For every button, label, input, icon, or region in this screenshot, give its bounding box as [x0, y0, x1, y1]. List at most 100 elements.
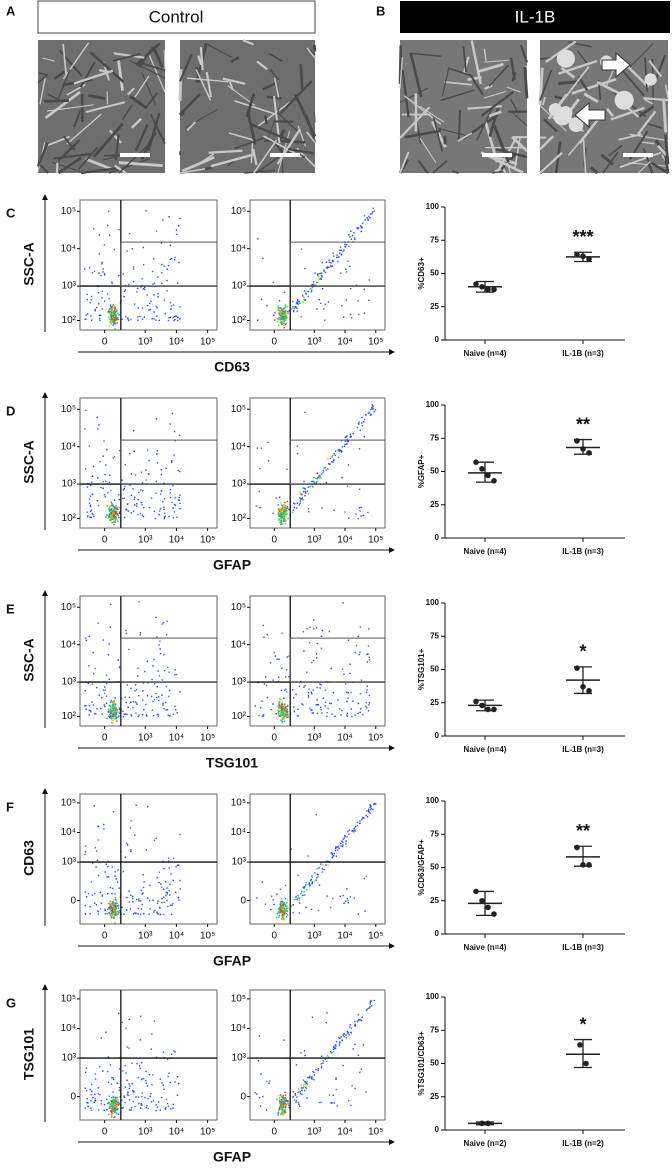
event [144, 1096, 146, 1099]
event [172, 316, 174, 319]
event [168, 1072, 170, 1074]
event [111, 1106, 113, 1108]
event [371, 404, 373, 406]
event [168, 867, 170, 869]
fiber [179, 167, 206, 174]
event [140, 908, 143, 910]
event [355, 513, 357, 515]
event [278, 701, 280, 703]
event [346, 714, 348, 716]
event [142, 886, 145, 889]
event [142, 1077, 145, 1080]
event [84, 637, 87, 639]
y-tick-label: 10⁵ [61, 798, 76, 809]
event [174, 439, 176, 442]
event [282, 907, 285, 909]
event [346, 1030, 349, 1033]
event [106, 876, 108, 878]
event [86, 1101, 88, 1104]
event [313, 1079, 315, 1081]
fiber [73, 110, 82, 128]
event [130, 1109, 132, 1111]
event [281, 722, 284, 724]
event [282, 310, 285, 313]
fiber [157, 132, 166, 141]
event [156, 713, 158, 716]
event [327, 864, 329, 866]
fiber [163, 49, 166, 70]
fiber [312, 44, 317, 52]
event [284, 309, 286, 312]
event [305, 1086, 307, 1089]
event [351, 715, 353, 718]
event [128, 1094, 130, 1097]
event [340, 845, 342, 847]
fiber [559, 65, 590, 105]
data-point [479, 1120, 485, 1127]
event [283, 1103, 285, 1105]
event [262, 1095, 264, 1098]
event [124, 856, 127, 858]
event [322, 472, 324, 474]
event [323, 868, 325, 871]
event [132, 268, 135, 270]
event [284, 518, 286, 520]
event [352, 1048, 354, 1050]
event [85, 314, 87, 316]
event [317, 704, 320, 706]
event [307, 696, 310, 698]
event [280, 311, 282, 314]
y-tick-label: 10⁴ [231, 441, 246, 452]
event [345, 436, 347, 438]
event [177, 316, 179, 319]
event [342, 1064, 344, 1067]
event [113, 907, 115, 910]
event [285, 513, 287, 515]
event [363, 312, 366, 314]
y-tick-label: 0 [435, 335, 440, 344]
event [339, 449, 341, 451]
event [283, 319, 285, 322]
event [312, 283, 314, 286]
data-point [473, 888, 479, 895]
event [280, 502, 282, 504]
gate-box [289, 241, 386, 287]
event [327, 707, 329, 710]
event [283, 917, 285, 919]
y-tick-label: 50 [430, 467, 439, 476]
event [124, 696, 126, 698]
event [117, 913, 119, 915]
event [283, 908, 286, 910]
event [169, 715, 171, 717]
event [91, 862, 94, 864]
event [86, 293, 88, 296]
event [112, 708, 114, 710]
event [108, 715, 110, 718]
event [310, 291, 313, 293]
event [267, 441, 269, 444]
fiber [195, 69, 212, 101]
event [115, 517, 117, 519]
event [88, 709, 90, 712]
event [365, 705, 367, 708]
event [170, 461, 173, 463]
event [320, 274, 323, 277]
event [369, 1001, 371, 1004]
event [98, 234, 101, 236]
event [110, 311, 113, 314]
event [262, 624, 265, 627]
data-point [479, 897, 485, 904]
event [138, 900, 140, 902]
fiber [230, 56, 240, 63]
event [117, 1104, 120, 1106]
event [367, 217, 369, 220]
event [332, 1050, 335, 1053]
event [283, 1039, 285, 1041]
event [172, 485, 174, 487]
event [342, 838, 345, 840]
event [305, 293, 307, 295]
event [310, 908, 313, 910]
panel-label: G [6, 995, 16, 1010]
event [368, 279, 370, 281]
event [280, 523, 282, 526]
